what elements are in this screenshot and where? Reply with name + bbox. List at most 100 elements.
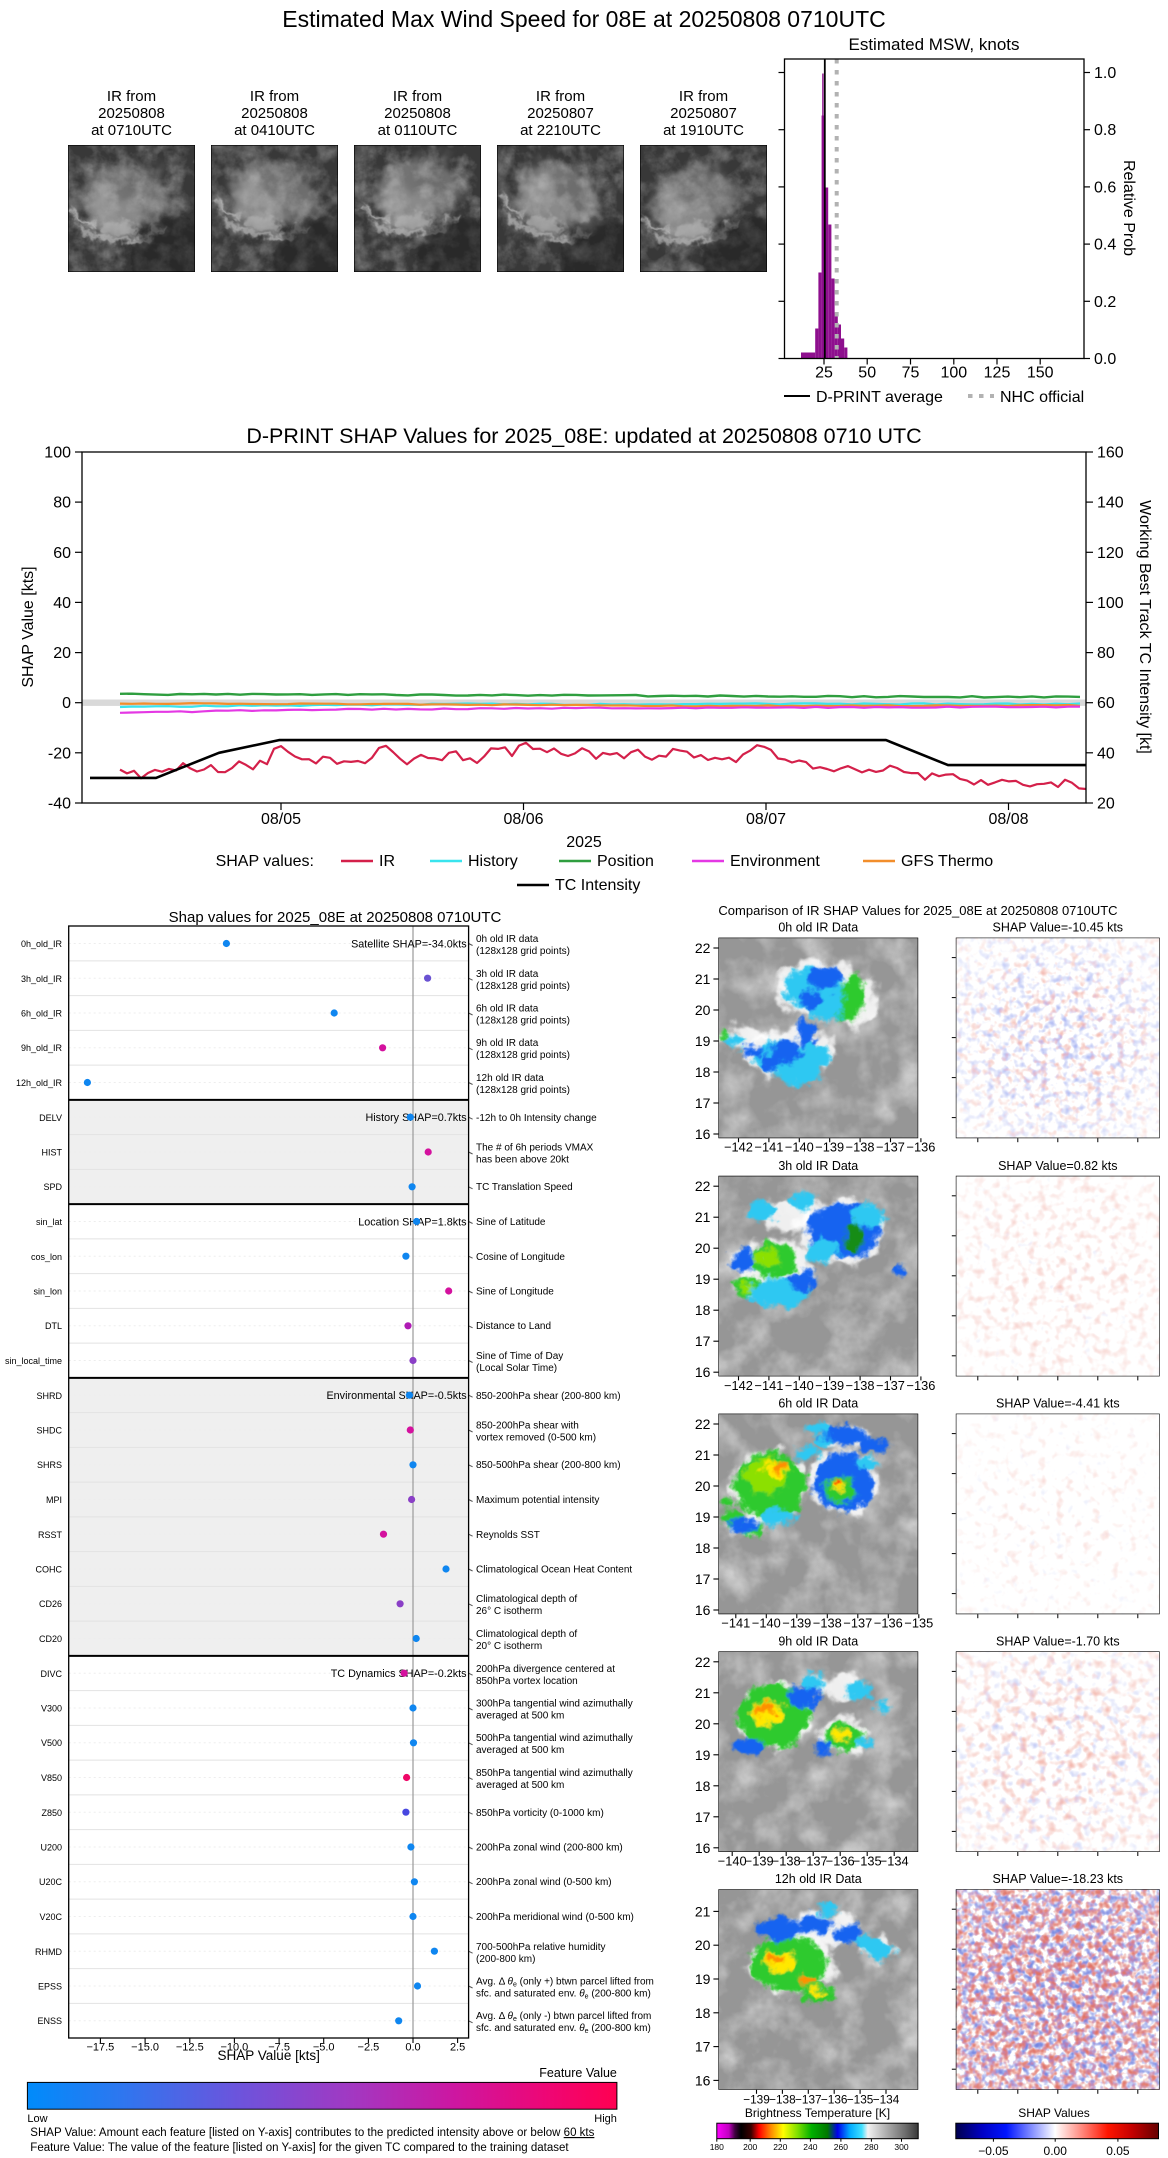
svg-text:−134: −134 bbox=[873, 2092, 900, 2106]
svg-text:−135: −135 bbox=[847, 2092, 874, 2106]
svg-text:averaged at 500 km: averaged at 500 km bbox=[476, 1745, 564, 1756]
svg-text:(128x128 grid points): (128x128 grid points) bbox=[476, 1016, 570, 1027]
svg-text:SHAP Value: Amount each featur: SHAP Value: Amount each feature [listed … bbox=[30, 2127, 594, 2139]
svg-text:−140: −140 bbox=[785, 1378, 814, 1393]
svg-text:21: 21 bbox=[695, 1685, 711, 1701]
svg-text:−141: −141 bbox=[721, 1616, 750, 1631]
svg-text:08/06: 08/06 bbox=[503, 811, 543, 828]
svg-text:3h_old_IR: 3h_old_IR bbox=[21, 974, 63, 984]
svg-text:20: 20 bbox=[1097, 796, 1115, 813]
svg-text:100: 100 bbox=[1097, 595, 1124, 612]
svg-text:SHAP Value=-1.70 kts: SHAP Value=-1.70 kts bbox=[996, 1634, 1120, 1648]
svg-text:Maximum potential intensity: Maximum potential intensity bbox=[476, 1495, 599, 1506]
svg-text:CD26: CD26 bbox=[39, 1599, 62, 1609]
svg-text:Sine of Time of Day: Sine of Time of Day bbox=[476, 1351, 563, 1362]
svg-text:SHRD: SHRD bbox=[36, 1391, 62, 1401]
svg-text:−136: −136 bbox=[906, 1378, 935, 1393]
svg-text:280: 280 bbox=[864, 2142, 878, 2152]
svg-text:200hPa zonal wind (0-500 km): 200hPa zonal wind (0-500 km) bbox=[476, 1877, 612, 1888]
svg-text:80: 80 bbox=[53, 495, 71, 512]
svg-text:V500: V500 bbox=[41, 1738, 62, 1748]
svg-text:40: 40 bbox=[1097, 745, 1115, 762]
svg-text:12h_old_IR: 12h_old_IR bbox=[16, 1078, 63, 1088]
svg-text:20° C isotherm: 20° C isotherm bbox=[476, 1641, 542, 1652]
svg-text:16: 16 bbox=[695, 1602, 711, 1618]
svg-text:Feature Value: Feature Value bbox=[539, 2066, 617, 2080]
svg-text:18: 18 bbox=[695, 1302, 711, 1318]
svg-text:40: 40 bbox=[53, 595, 71, 612]
svg-text:averaged at 500 km: averaged at 500 km bbox=[476, 1711, 564, 1722]
svg-text:SHAP Value=-18.23 kts: SHAP Value=-18.23 kts bbox=[993, 1872, 1124, 1886]
svg-text:−137: −137 bbox=[876, 1378, 905, 1393]
svg-text:16: 16 bbox=[695, 1840, 711, 1856]
svg-text:150: 150 bbox=[1027, 365, 1054, 382]
svg-text:75: 75 bbox=[902, 365, 920, 382]
svg-text:60: 60 bbox=[1097, 695, 1115, 712]
svg-text:Relative Prob: Relative Prob bbox=[1120, 160, 1137, 256]
svg-text:Environmental SHAP=-0.5kts: Environmental SHAP=-0.5kts bbox=[326, 1390, 467, 1402]
svg-text:0h old IR Data: 0h old IR Data bbox=[778, 921, 858, 935]
svg-text:80: 80 bbox=[1097, 645, 1115, 662]
svg-text:−137: −137 bbox=[795, 2092, 822, 2106]
svg-text:−139: −139 bbox=[815, 1140, 844, 1155]
svg-text:RSST: RSST bbox=[38, 1530, 63, 1540]
svg-text:at 0710UTC: at 0710UTC bbox=[91, 122, 172, 139]
svg-text:3h old IR Data: 3h old IR Data bbox=[778, 1159, 858, 1173]
svg-text:22: 22 bbox=[695, 1416, 711, 1432]
svg-text:−135: −135 bbox=[904, 1616, 933, 1631]
svg-text:−137: −137 bbox=[876, 1140, 905, 1155]
svg-text:850-200hPa shear (200-800 km): 850-200hPa shear (200-800 km) bbox=[476, 1391, 621, 1402]
svg-text:140: 140 bbox=[1097, 495, 1124, 512]
svg-text:−136: −136 bbox=[874, 1616, 903, 1631]
svg-text:History SHAP=0.7kts: History SHAP=0.7kts bbox=[365, 1112, 467, 1124]
svg-text:IR from: IR from bbox=[536, 88, 585, 105]
svg-text:0.4: 0.4 bbox=[1094, 237, 1116, 254]
svg-text:12h old IR data: 12h old IR data bbox=[476, 1073, 544, 1084]
svg-text:18: 18 bbox=[695, 2005, 711, 2021]
svg-text:0h_old_IR: 0h_old_IR bbox=[21, 939, 63, 949]
svg-text:850-500hPa shear (200-800 km): 850-500hPa shear (200-800 km) bbox=[476, 1460, 621, 1471]
svg-text:25: 25 bbox=[815, 365, 833, 382]
svg-text:19: 19 bbox=[695, 1271, 711, 1287]
svg-text:18: 18 bbox=[695, 1064, 711, 1080]
svg-text:19: 19 bbox=[695, 1509, 711, 1525]
svg-text:19: 19 bbox=[695, 1971, 711, 1987]
svg-text:SHRS: SHRS bbox=[37, 1460, 62, 1470]
svg-text:sin_lat: sin_lat bbox=[36, 1217, 63, 1227]
svg-text:6h_old_IR: 6h_old_IR bbox=[21, 1009, 63, 1019]
svg-text:DELV: DELV bbox=[39, 1113, 62, 1123]
svg-text:0h old IR data: 0h old IR data bbox=[476, 934, 539, 945]
svg-text:−17.5: −17.5 bbox=[86, 2042, 114, 2054]
svg-text:SHAP Value [kts]: SHAP Value [kts] bbox=[218, 2048, 320, 2063]
svg-text:200hPa zonal wind (200-800 km): 200hPa zonal wind (200-800 km) bbox=[476, 1843, 623, 1854]
svg-text:TC Intensity: TC Intensity bbox=[555, 877, 640, 894]
svg-text:3h old IR data: 3h old IR data bbox=[476, 969, 539, 980]
svg-text:-12h to 0h Intensity change: -12h to 0h Intensity change bbox=[476, 1113, 597, 1124]
svg-text:(128x128 grid points): (128x128 grid points) bbox=[476, 946, 570, 957]
svg-text:at 1910UTC: at 1910UTC bbox=[663, 122, 744, 139]
svg-text:−2.5: −2.5 bbox=[358, 2042, 380, 2054]
svg-text:−138: −138 bbox=[846, 1378, 875, 1393]
svg-text:160: 160 bbox=[1097, 445, 1124, 462]
svg-text:26° C isotherm: 26° C isotherm bbox=[476, 1606, 542, 1617]
svg-text:−140: −140 bbox=[785, 1140, 814, 1155]
svg-text:0.0: 0.0 bbox=[1094, 351, 1116, 368]
svg-text:850hPa vorticity (0-1000 km): 850hPa vorticity (0-1000 km) bbox=[476, 1808, 604, 1819]
svg-text:08/05: 08/05 bbox=[261, 811, 301, 828]
svg-text:0.05: 0.05 bbox=[1106, 2144, 1130, 2158]
svg-text:High: High bbox=[594, 2113, 617, 2125]
svg-text:−137: −137 bbox=[799, 1854, 828, 1869]
svg-text:SHAP Value=-10.45 kts: SHAP Value=-10.45 kts bbox=[993, 921, 1124, 935]
svg-text:16: 16 bbox=[695, 1364, 711, 1380]
svg-text:Avg. Δ θe (only +) btwn parce: Avg. Δ θe (only +) btwn parcel lifted fr… bbox=[476, 1977, 654, 1989]
svg-text:has been above 20kt: has been above 20kt bbox=[476, 1155, 569, 1166]
svg-text:HIST: HIST bbox=[41, 1148, 62, 1158]
svg-text:−139: −139 bbox=[815, 1378, 844, 1393]
svg-text:V850: V850 bbox=[41, 1773, 62, 1783]
svg-text:−140: −140 bbox=[718, 1854, 747, 1869]
svg-text:22: 22 bbox=[695, 1178, 711, 1194]
svg-text:−138: −138 bbox=[846, 1140, 875, 1155]
svg-text:Environment: Environment bbox=[730, 853, 820, 870]
svg-text:History: History bbox=[468, 853, 518, 870]
svg-text:−141: −141 bbox=[754, 1140, 783, 1155]
